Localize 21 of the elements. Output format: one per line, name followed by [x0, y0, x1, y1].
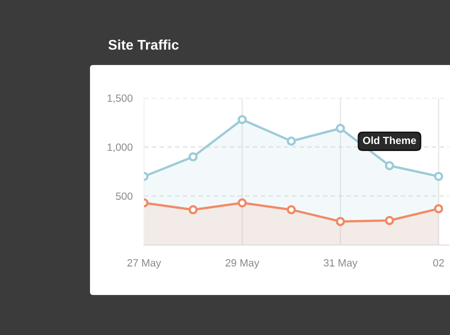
- x-tick-label: 27 May: [127, 259, 162, 269]
- annotation: Old Theme: [363, 136, 416, 144]
- y-tick-label: 1,000: [108, 144, 132, 152]
- point: [384, 216, 394, 226]
- point: [238, 198, 247, 208]
- point: [336, 124, 345, 133]
- point: [188, 205, 198, 214]
- chart-title: Site Traffic: [108, 40, 179, 50]
- x-tick-label: 29 May: [226, 259, 260, 269]
- point: [434, 172, 444, 181]
- x-tick-label: 31 May: [324, 259, 358, 269]
- point: [434, 204, 444, 214]
- point: [238, 114, 247, 124]
- point: [286, 205, 296, 214]
- point: [384, 161, 394, 170]
- y-tick-label: 1,500: [108, 94, 132, 104]
- point: [336, 216, 345, 226]
- x-tick-label: 02: [433, 259, 444, 267]
- point: [188, 152, 198, 162]
- y-tick-label: 500: [116, 192, 132, 200]
- point: [286, 136, 296, 146]
